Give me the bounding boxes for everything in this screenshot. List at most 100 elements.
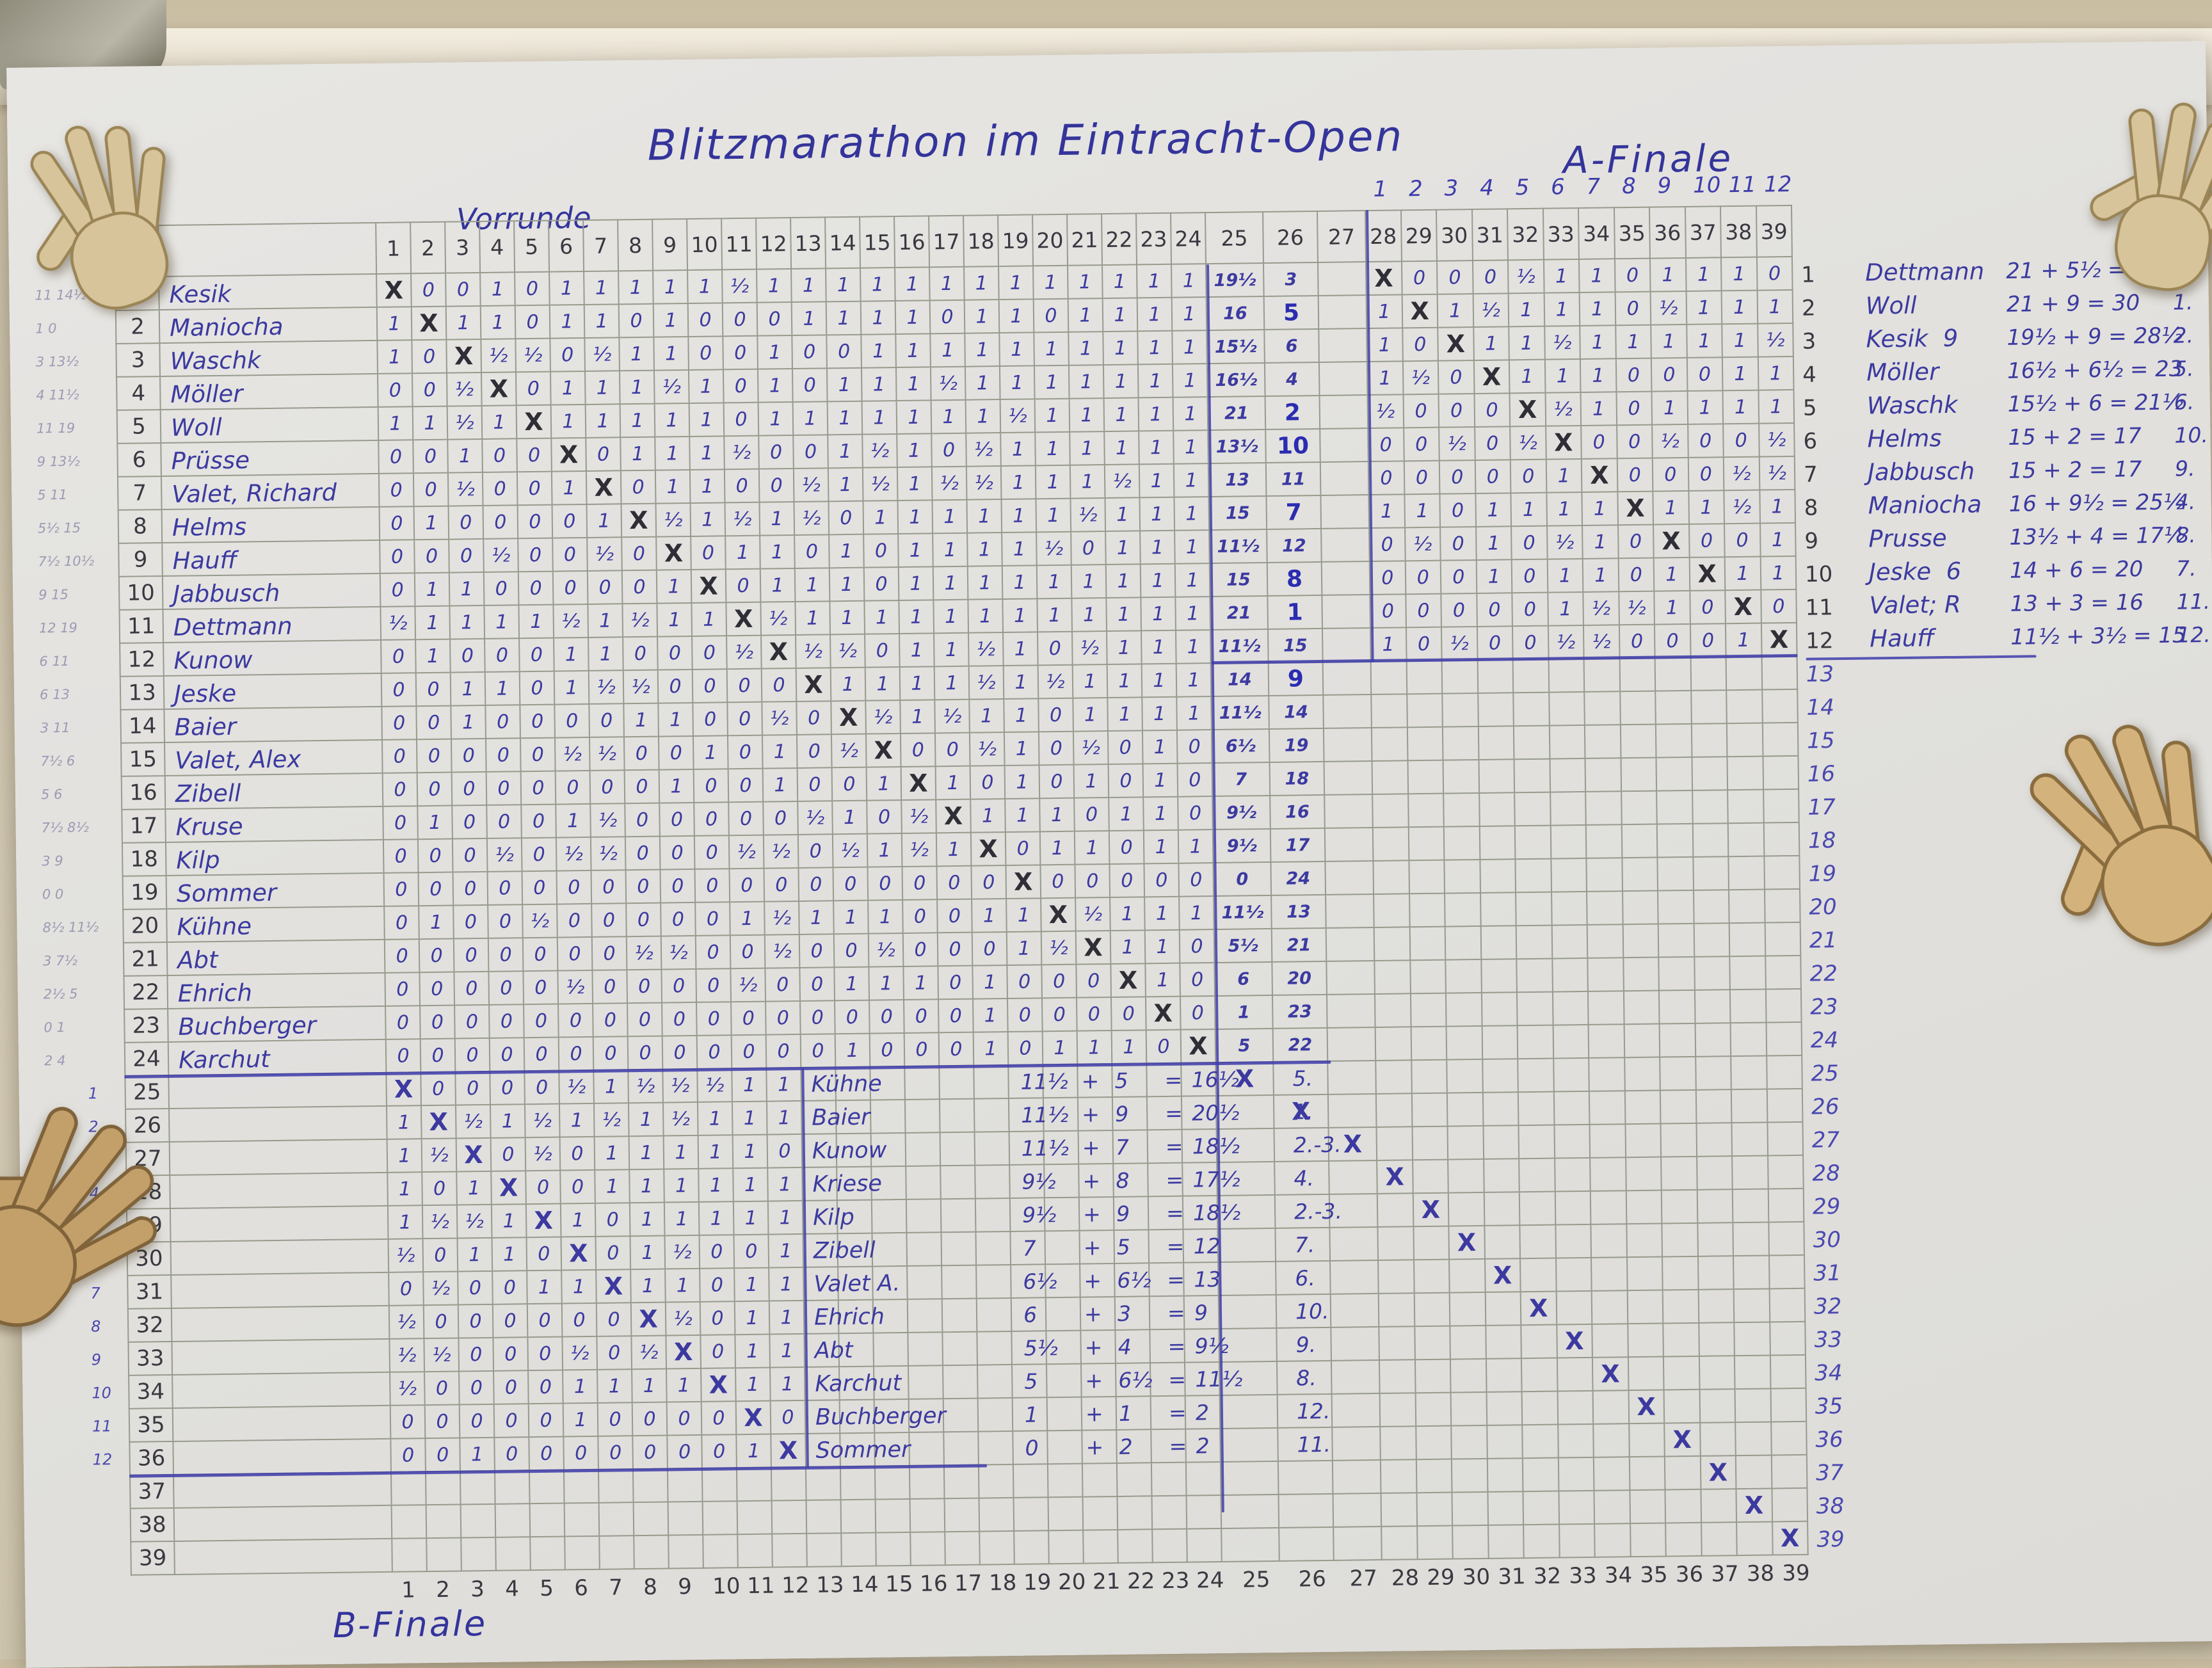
grid-cell: 0 [764,802,799,836]
grid-cell: 0 [459,1305,494,1339]
grid-cell: 0 [561,1171,596,1205]
grid-cell: X [1690,557,1726,591]
grid-cell [1551,826,1587,860]
standing-place: 10. [2174,422,2208,448]
grid-cell: 0 [520,705,556,739]
grid-cell: 1 [1105,498,1141,532]
standing-formula: 19½ + 9 = 28½ [2007,323,2183,350]
grid-cell: 0 [524,938,559,972]
grid-cell [1656,658,1692,692]
right-row-number: 19 [1808,861,1836,887]
grid-cell: 1 [667,1369,702,1403]
grid-cell: 0 [528,1304,563,1338]
grid-cell [1665,1457,1701,1491]
grid-cell [1552,892,1588,926]
grid-cell: 1 [1070,399,1105,433]
grid-cell [1585,692,1621,726]
standing-name: Dettmann [1865,257,1984,286]
grid-cell: 1 [763,735,798,769]
grid-cell: ½ [1511,427,1546,461]
bottom-column-number: 14 [851,1572,879,1598]
grid-cell: X [1773,1522,1809,1556]
grid-cell: ½ [863,435,898,469]
grid-cell: 1 [865,601,900,635]
grid-cell: 1 [1655,558,1690,592]
grid-cell: 16½ [1208,364,1266,397]
column-header: 21 [1068,213,1103,266]
a-finale-column-number: 4 [1480,175,1494,201]
grid-cell [1559,1425,1594,1459]
grid-cell: 11½ [1214,896,1272,930]
grid-cell: ½ [563,1337,598,1371]
grid-cell: ½ [1071,499,1106,533]
a-finale-column-number: 2 [1409,176,1423,202]
row-number: 7 [117,477,163,511]
grid-cell [1279,1528,1334,1562]
grid-cell: 0 [452,739,487,773]
grid-cell [1585,659,1621,693]
grid-cell: 1 [1138,332,1173,365]
column-header: 34 [1579,207,1615,260]
grid-cell [906,1133,942,1167]
grid-cell: 1 [1758,291,1793,325]
grid-cell [1379,1294,1415,1327]
grid-cell: 0 [554,572,589,605]
grid-cell: 0 [765,968,801,1002]
grid-cell [1320,429,1369,463]
grid-cell: 0 [1475,427,1511,461]
grid-cell: 0 [1511,460,1547,494]
b-finale-plus: + [1084,1335,1102,1359]
grid-cell [876,1500,911,1534]
grid-cell: 0 [557,904,593,938]
grid-cell [1692,724,1727,758]
grid-cell [1443,694,1479,728]
grid-cell: 0 [1179,863,1214,897]
grid-cell: 0 [940,1033,975,1067]
grid-cell: 0 [1180,930,1215,964]
grid-cell: 1 [655,404,691,438]
grid-cell: ½ [526,1138,561,1172]
b-finale-name: Buchberger [815,1403,946,1430]
grid-cell: 0 [484,506,519,540]
grid-cell: 0 [760,469,795,503]
grid-cell: 0 [527,1238,563,1272]
grid-cell: 1 [830,602,865,636]
grid-cell [1727,724,1763,758]
grid-cell: 1 [691,503,726,537]
grid-cell [1320,396,1369,429]
grid-cell: ½ [1001,399,1036,433]
row-number: 33 [127,1342,173,1376]
grid-cell [1084,1497,1119,1531]
grid-cell [1764,790,1800,824]
grid-cell [1376,1061,1412,1095]
grid-cell [910,1432,945,1466]
grid-cell: 1 [792,302,828,336]
grid-cell [1452,1493,1488,1527]
grid-cell [1698,1223,1734,1257]
grid-cell [943,1366,979,1400]
grid-cell [979,1399,1014,1432]
grid-cell: 1 [1038,566,1073,600]
grid-cell [1553,1025,1589,1059]
standing-place: 4. [2175,489,2195,514]
bottom-column-number: 5 [540,1576,554,1601]
grid-cell [1768,1123,1804,1157]
column-header: 36 [1650,206,1686,259]
b-finale-final: 6½ [1118,1367,1152,1393]
grid-cell: 0 [939,1000,974,1034]
column-header: 13 [791,216,826,269]
grid-cell: 1 [968,566,1004,600]
grid-cell: 0 [490,1038,525,1072]
grid-cell [1594,1457,1630,1491]
grid-cell [976,1199,1011,1233]
grid-cell: 13 [1209,463,1267,497]
grid-cell: ½ [484,539,519,573]
grid-cell: 0 [593,937,628,971]
grid-cell: 0 [518,472,553,506]
grid-cell: 1 [1004,632,1039,666]
b-finale-final: 9 [1116,1201,1130,1226]
grid-cell: ½ [390,1339,425,1373]
grid-cell: 1 [898,467,933,501]
grid-cell: 0 [734,1235,769,1269]
grid-cell [1187,1463,1222,1496]
